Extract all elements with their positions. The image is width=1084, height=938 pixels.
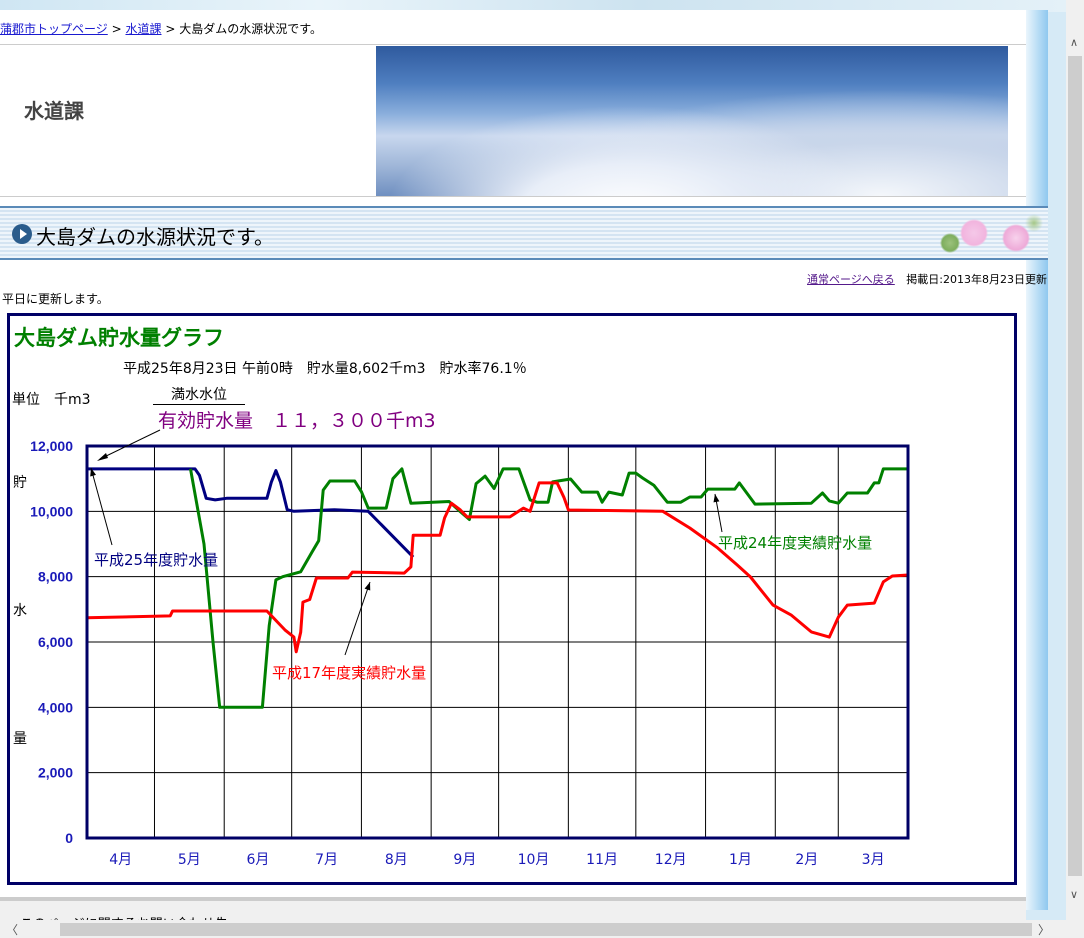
annotation-h24-label: 平成24年度実績貯水量 — [718, 534, 872, 552]
y-tick-label: 0 — [65, 830, 73, 846]
x-tick-label: 8月 — [385, 852, 408, 868]
breadcrumb: 蒲郡市トップページ > 水道課 > 大島ダムの水源状況です。 — [0, 20, 322, 37]
scroll-down-icon[interactable]: ∨ — [1070, 888, 1079, 901]
breadcrumb-current: 大島ダムの水源状況です。 — [179, 22, 323, 36]
annotation-h17-arrow — [344, 581, 371, 656]
x-tick-label: 4月 — [109, 852, 132, 868]
y-tick-label: 10,000 — [30, 503, 73, 519]
page-title-bar: 大島ダムの水源状況です。 — [0, 206, 1048, 260]
arrowhead-icon — [90, 468, 96, 477]
full-level-arrow — [99, 429, 161, 460]
x-tick-label: 5月 — [178, 852, 201, 868]
arrowhead-icon — [97, 453, 108, 461]
full-level-label: 満水水位 — [153, 384, 245, 405]
update-note: 平日に更新します。 — [2, 292, 109, 306]
breadcrumb-sep: > — [111, 22, 122, 36]
scroll-up-icon[interactable]: ∧ — [1070, 36, 1079, 49]
y-axis-label-2: 水 — [13, 603, 27, 619]
chart-frame — [7, 313, 1017, 885]
page-meta: 通常ページへ戻る 掲載日:2013年8月23日更新 — [807, 271, 1047, 287]
series-line-h24 — [189, 467, 908, 709]
y-tick-label: 8,000 — [38, 569, 73, 585]
x-tick-label: 6月 — [246, 852, 269, 868]
horizontal-scrollbar[interactable]: 〈 〉 — [0, 920, 1066, 938]
page-title: 大島ダムの水源状況です。 — [36, 225, 274, 249]
x-tick-label: 1月 — [729, 852, 752, 868]
arrowhead-icon — [713, 494, 720, 503]
x-tick-label: 12月 — [655, 852, 687, 868]
divider — [0, 44, 1026, 45]
background-sky — [0, 0, 1066, 12]
horizontal-scroll-thumb[interactable] — [60, 923, 1032, 936]
back-to-normal-page-link[interactable]: 通常ページへ戻る — [807, 273, 895, 286]
annotation-h25-arrow — [90, 467, 113, 546]
posted-date: 掲載日:2013年8月23日更新 — [906, 273, 1047, 286]
scroll-left-icon[interactable]: 〈 — [6, 923, 19, 937]
plot-border — [85, 444, 910, 840]
header-cloud-image — [376, 46, 1008, 196]
x-tick-label: 9月 — [453, 852, 476, 868]
scroll-right-icon[interactable]: 〉 — [1038, 923, 1051, 937]
y-tick-label: 2,000 — [38, 765, 73, 781]
breadcrumb-sep: > — [165, 22, 176, 36]
annotation-h25-label: 平成25年度貯水量 — [94, 551, 218, 569]
flower-image — [926, 208, 1046, 258]
y-tick-label: 6,000 — [38, 634, 73, 650]
x-tick-label: 2月 — [795, 852, 818, 868]
play-bullet-icon — [12, 224, 32, 244]
y-tick-label: 12,000 — [30, 438, 73, 454]
divider — [0, 196, 1026, 197]
unit-label: 単位 千m3 — [12, 392, 91, 408]
vertical-scroll-thumb[interactable] — [1068, 56, 1082, 876]
series-line-h17 — [86, 481, 909, 654]
y-tick-label: 4,000 — [38, 699, 73, 715]
vertical-scrollbar[interactable]: ∧ ∨ — [1066, 0, 1084, 938]
y-axis-label-3: 量 — [13, 731, 27, 747]
x-tick-label: 11月 — [586, 852, 618, 868]
x-tick-label: 3月 — [862, 852, 885, 868]
breadcrumb-link-top[interactable]: 蒲郡市トップページ — [0, 22, 108, 36]
chart-title: 大島ダム貯水量グラフ — [14, 326, 224, 350]
department-name: 水道課 — [24, 99, 84, 123]
arrowhead-icon — [364, 582, 371, 591]
breadcrumb-link-water[interactable]: 水道課 — [125, 22, 162, 36]
capacity-label: 有効貯水量 １１，３００千m3 — [158, 410, 436, 432]
annotation-h17-label: 平成17年度実績貯水量 — [272, 664, 426, 682]
x-tick-label: 10月 — [518, 852, 550, 868]
y-axis-label-1: 貯 — [13, 475, 27, 491]
x-tick-label: 7月 — [315, 852, 338, 868]
chart-status: 平成25年8月23日 午前0時 貯水量8,602千m3 貯水率76.1％ — [123, 361, 527, 377]
